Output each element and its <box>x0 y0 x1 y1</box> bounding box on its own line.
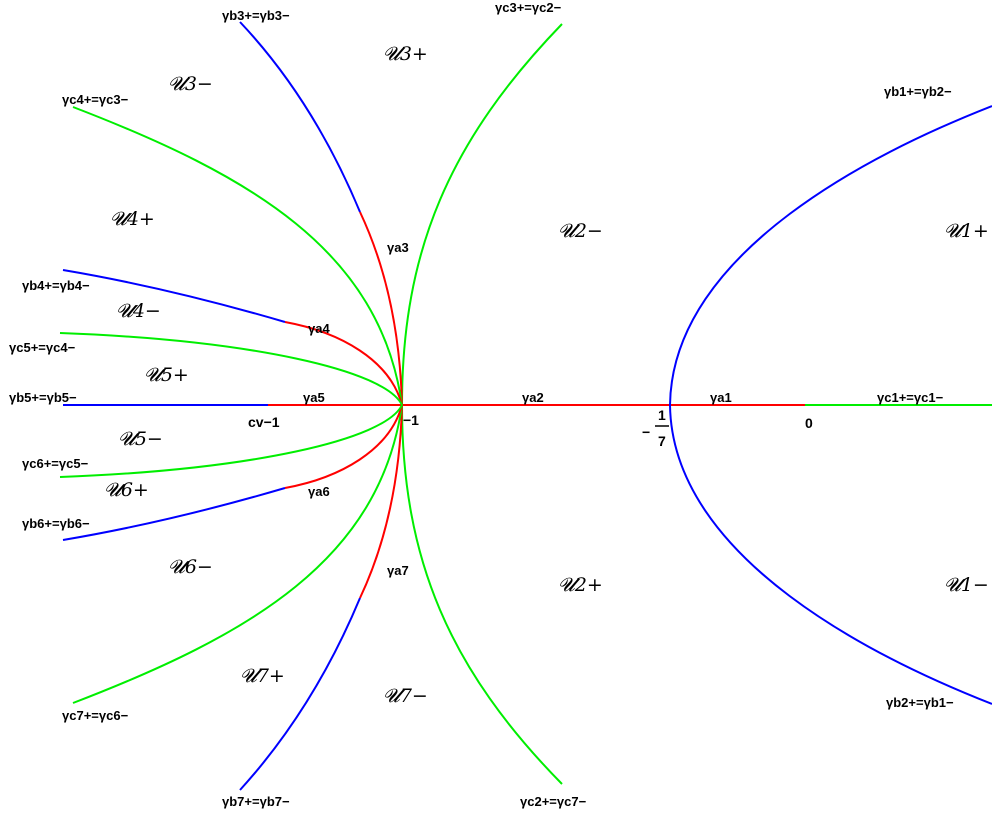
label-c1: γc1+=γc1− <box>877 390 944 405</box>
label-zero: 0 <box>805 415 813 431</box>
region-u7m: 𝓤7− <box>383 685 428 707</box>
region-u6p: 𝓤6+ <box>104 479 149 501</box>
label-b7: γb7+=γb7− <box>222 794 290 809</box>
label-a4: γa4 <box>308 321 330 336</box>
label-c4: γc4+=γc3− <box>62 92 129 107</box>
label-frac-sign: − <box>642 424 650 440</box>
curve-gamma-a4 <box>284 321 403 406</box>
point-labels: −1 0 cv−1 − 1 7 <box>248 407 813 449</box>
label-b1: γb1+=γb2− <box>884 84 952 99</box>
region-u3p: 𝓤3+ <box>383 43 428 65</box>
label-cv: cv−1 <box>248 414 280 430</box>
curve-gamma-a6 <box>284 404 403 489</box>
region-labels: 𝓤3+ 𝓤3− 𝓤4+ 𝓤4− 𝓤5+ 𝓤5− 𝓤6+ 𝓤6− 𝓤7+ 𝓤7− … <box>104 43 989 707</box>
label-frac-num: 1 <box>658 407 666 423</box>
region-u3m: 𝓤3− <box>168 73 213 95</box>
label-a6: γa6 <box>308 484 330 499</box>
region-u5p: 𝓤5+ <box>144 364 189 386</box>
region-u2m: 𝓤2− <box>558 220 603 242</box>
curve-gamma-b3 <box>239 21 361 213</box>
label-b6: γb6+=γb6− <box>22 516 90 531</box>
label-a7: γa7 <box>387 563 409 578</box>
curve-gamma-c3 <box>401 23 563 406</box>
curve-gamma-b4 <box>62 269 286 323</box>
curves <box>59 21 992 791</box>
arc-labels: γa1 γa2 γa3 γa4 γa5 γa6 γa7 <box>303 240 732 578</box>
curve-gamma-b1 <box>669 105 992 406</box>
label-a2: γa2 <box>522 390 544 405</box>
label-c5: γc5+=γc4− <box>9 340 76 355</box>
curve-gamma-c6 <box>59 404 403 478</box>
label-c6: γc6+=γc5− <box>22 456 89 471</box>
curve-gamma-c7 <box>72 404 403 704</box>
curve-gamma-b2 <box>669 404 992 705</box>
curve-labels: γb3+=γb3− γc3+=γc2− γc4+=γc3− γb1+=γb2− … <box>9 0 954 809</box>
region-u4p: 𝓤4+ <box>110 208 155 230</box>
region-u7p: 𝓤7+ <box>240 665 285 687</box>
label-a3: γa3 <box>387 240 409 255</box>
region-u4m: 𝓤4− <box>116 300 161 322</box>
region-u1p: 𝓤1+ <box>944 220 989 242</box>
label-minus-one: −1 <box>403 412 419 428</box>
label-frac-den: 7 <box>658 433 666 449</box>
label-a1: γa1 <box>710 390 732 405</box>
curve-gamma-a3 <box>359 211 403 406</box>
label-b4: γb4+=γb4− <box>22 278 90 293</box>
region-u1m: 𝓤1− <box>944 574 989 596</box>
curve-gamma-a7 <box>359 404 403 599</box>
region-u5m: 𝓤5− <box>118 428 163 450</box>
region-u2p: 𝓤2+ <box>558 574 603 596</box>
curve-gamma-c2 <box>401 404 563 785</box>
label-c3: γc3+=γc2− <box>495 0 562 15</box>
region-u6m: 𝓤6− <box>168 556 213 578</box>
label-b3: γb3+=γb3− <box>222 8 290 23</box>
label-b5: γb5+=γb5− <box>9 390 77 405</box>
curve-gamma-b6 <box>62 487 286 541</box>
label-c2: γc2+=γc7− <box>520 794 587 809</box>
curve-gamma-c4 <box>72 106 403 406</box>
curve-gamma-b7 <box>239 597 361 791</box>
label-c7: γc7+=γc6− <box>62 708 129 723</box>
curve-gamma-c5 <box>59 332 403 406</box>
label-b2: γb2+=γb1− <box>886 695 954 710</box>
label-a5: γa5 <box>303 390 325 405</box>
